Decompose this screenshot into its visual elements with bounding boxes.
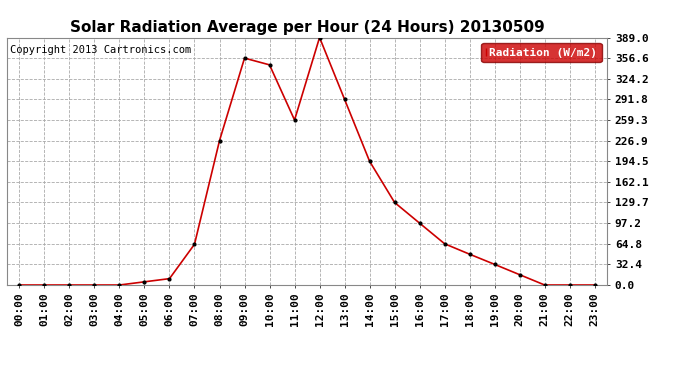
Title: Solar Radiation Average per Hour (24 Hours) 20130509: Solar Radiation Average per Hour (24 Hou… — [70, 20, 544, 35]
Legend: Radiation (W/m2): Radiation (W/m2) — [482, 43, 602, 62]
Text: Copyright 2013 Cartronics.com: Copyright 2013 Cartronics.com — [10, 45, 191, 55]
